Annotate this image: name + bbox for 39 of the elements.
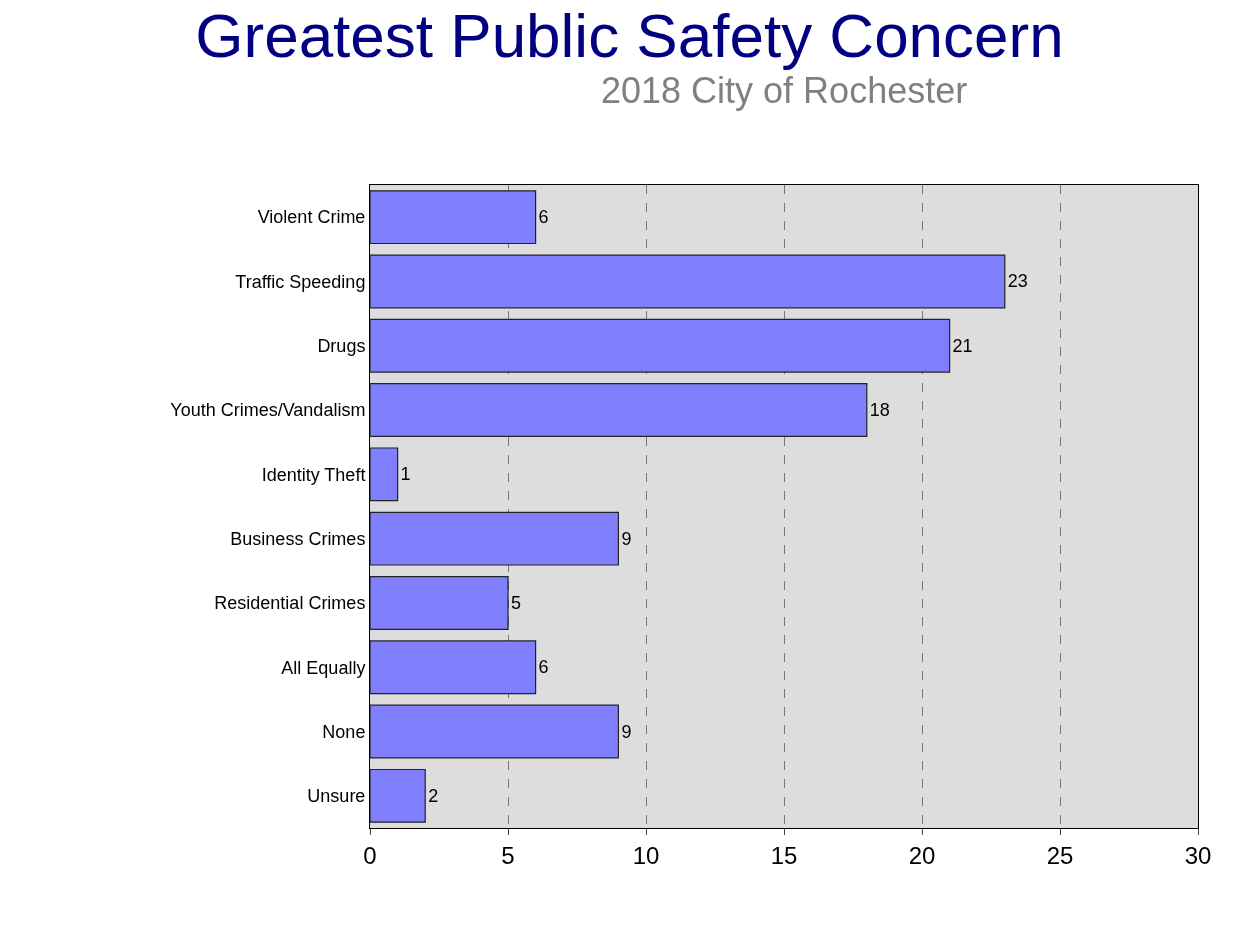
data-label: 6 xyxy=(538,207,549,228)
chart-subtitle: 2018 City of Rochester xyxy=(601,70,968,111)
data-label: 1 xyxy=(400,464,411,485)
y-tick-label: Unsure xyxy=(307,786,366,807)
data-label: 2 xyxy=(428,785,439,806)
bar xyxy=(370,447,399,502)
bar xyxy=(370,318,951,373)
y-tick-label: Youth Crimes/Vandalism xyxy=(170,400,366,421)
bar xyxy=(370,704,619,759)
x-tick-label: 30 xyxy=(1184,841,1212,869)
data-label: 21 xyxy=(952,335,973,356)
y-tick-label: None xyxy=(322,721,366,742)
y-tick-label: Residential Crimes xyxy=(214,593,366,614)
bar xyxy=(370,254,1006,309)
y-tick-label: All Equally xyxy=(281,657,366,678)
data-label: 9 xyxy=(621,721,632,742)
data-label: 23 xyxy=(1007,271,1028,292)
x-tick-label: 20 xyxy=(908,841,936,869)
x-tick-label: 25 xyxy=(1046,841,1074,869)
y-tick-label: Traffic Speeding xyxy=(235,271,366,292)
bar xyxy=(370,511,619,566)
data-label: 18 xyxy=(869,400,890,421)
x-tick-label: 0 xyxy=(363,841,377,869)
data-label: 6 xyxy=(538,657,549,678)
bar xyxy=(370,640,537,695)
y-tick-label: Violent Crime xyxy=(257,207,366,228)
x-tick-label: 5 xyxy=(501,841,515,869)
bar xyxy=(370,383,868,438)
bar xyxy=(370,575,509,630)
x-tick-label: 15 xyxy=(770,841,798,869)
chart-title: Greatest Public Safety Concern xyxy=(195,1,1064,71)
data-label: 5 xyxy=(511,592,522,613)
y-tick-label: Drugs xyxy=(317,336,366,357)
x-tick-label: 10 xyxy=(632,841,660,869)
data-label: 9 xyxy=(621,528,632,549)
bar xyxy=(370,768,426,823)
bar xyxy=(370,190,537,245)
y-tick-label: Business Crimes xyxy=(230,528,366,549)
y-tick-label: Identity Theft xyxy=(261,464,366,485)
